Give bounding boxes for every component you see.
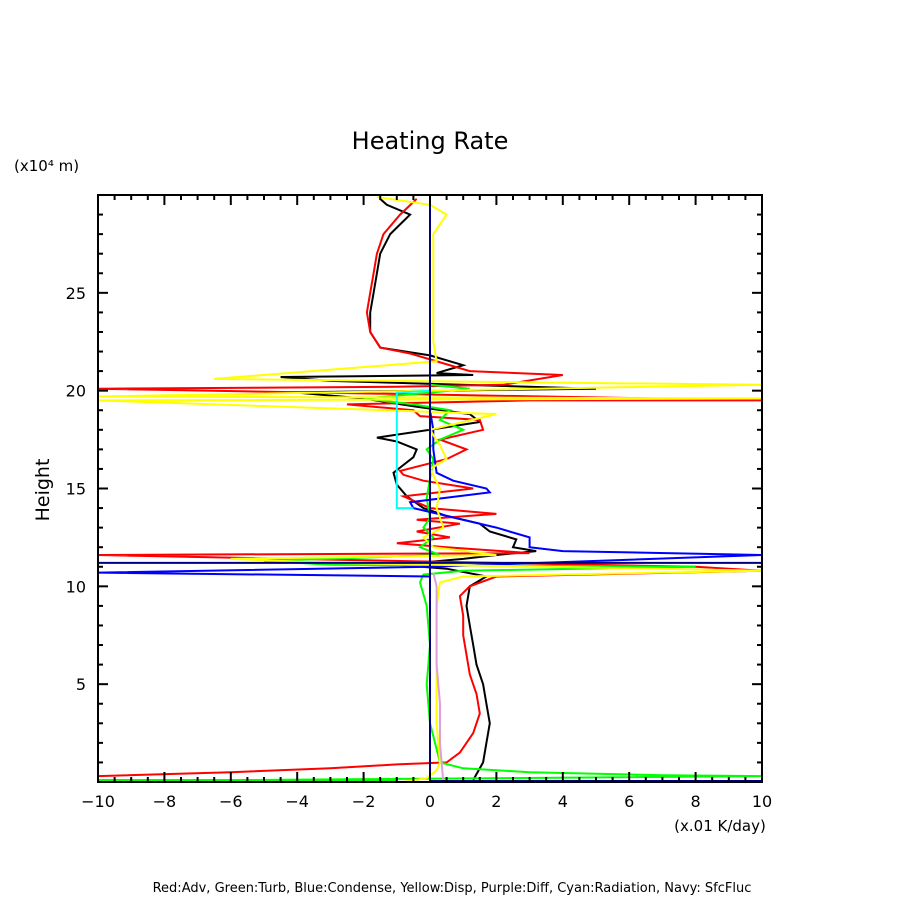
legend-text: Red:Adv, Green:Turb, Blue:Condense, Yell…	[153, 881, 752, 896]
x-tick-label: −10	[81, 792, 115, 811]
y-tick-label: 5	[76, 675, 86, 694]
y-tick-label: 20	[66, 382, 86, 401]
series-line-cyan-radiation	[395, 389, 431, 510]
y-axis-label: Height	[32, 459, 54, 522]
y-tick-label: 25	[66, 284, 86, 303]
x-tick-label: 6	[624, 792, 634, 811]
series-line-purple-diff	[432, 572, 445, 782]
plot-frame	[97, 194, 763, 783]
y-tick-label: 10	[66, 577, 86, 596]
x-tick-label: 8	[691, 792, 701, 811]
x-tick-label: 0	[425, 792, 435, 811]
x-tick-label: −8	[153, 792, 177, 811]
series-layer	[98, 195, 762, 782]
x-tick-label: −4	[285, 792, 309, 811]
x-tick-label: 10	[752, 792, 772, 811]
chart-title: Heating Rate	[352, 127, 509, 155]
x-tick-label: 4	[558, 792, 568, 811]
x-tick-label: −6	[219, 792, 243, 811]
y-axis-unit: (x10⁴ m)	[14, 157, 79, 175]
x-tick-label: −2	[352, 792, 376, 811]
series-line-navy-sfcfluc	[98, 195, 762, 782]
series-line-red-adv	[98, 198, 762, 778]
tick-labels-layer: −10 −8 −6 −4 −2 0 2 4 6 8 10 5 10 15 20 25	[66, 284, 773, 811]
y-tick-label: 15	[66, 480, 86, 499]
x-axis-label: (x.01 K/day)	[674, 817, 766, 835]
x-tick-label: 2	[491, 792, 501, 811]
